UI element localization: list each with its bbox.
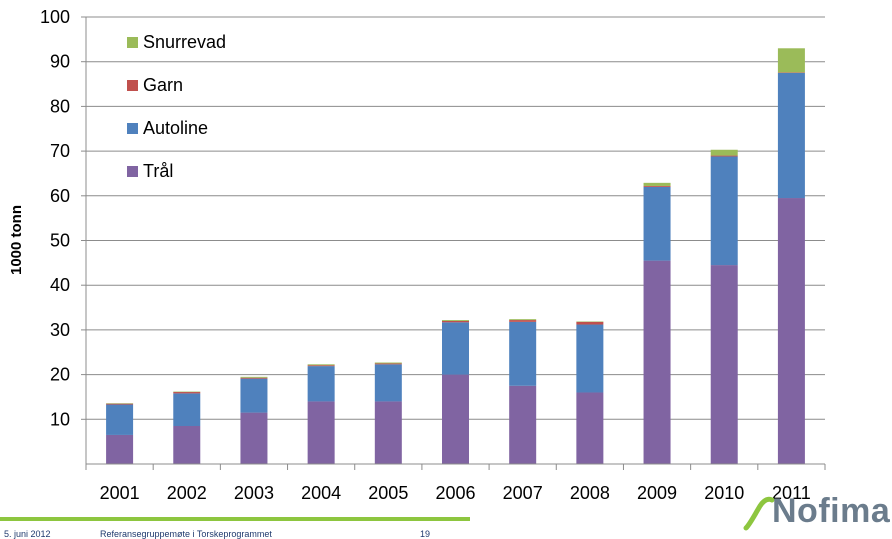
y-axis-label: 1000 tonn bbox=[8, 205, 25, 275]
bar-segment-snurrevad bbox=[308, 364, 335, 365]
bar-segment-autoline bbox=[442, 322, 469, 374]
x-tick-label: 2005 bbox=[368, 483, 408, 503]
bar-segment-tr-l bbox=[711, 265, 738, 464]
footer-page-number: 19 bbox=[420, 529, 430, 539]
bar-segment-garn bbox=[308, 365, 335, 366]
footer-accent-line bbox=[0, 517, 470, 521]
x-tick-label: 2002 bbox=[167, 483, 207, 503]
bar-segment-garn bbox=[106, 404, 133, 405]
y-tick-label: 60 bbox=[50, 186, 70, 206]
y-tick-labels: 10 20 30 40 50 60 70 80 90 100 bbox=[40, 7, 70, 429]
bars bbox=[106, 48, 805, 464]
bar-segment-garn bbox=[711, 156, 738, 157]
footer-date: 5. juni 2012 bbox=[4, 529, 51, 539]
bar-segment-autoline bbox=[240, 379, 267, 413]
legend-label: Trål bbox=[143, 161, 173, 181]
bar-segment-tr-l bbox=[644, 261, 671, 464]
x-tick-label: 2006 bbox=[435, 483, 475, 503]
legend-label: Garn bbox=[143, 75, 183, 95]
bar-segment-snurrevad bbox=[442, 320, 469, 321]
x-tick-label: 2009 bbox=[637, 483, 677, 503]
bar-segment-autoline bbox=[308, 366, 335, 401]
bar-segment-snurrevad bbox=[509, 319, 536, 320]
bar-segment-tr-l bbox=[106, 435, 133, 464]
y-tick-label: 90 bbox=[50, 52, 70, 72]
x-tick-label: 2004 bbox=[301, 483, 341, 503]
bar-segment-tr-l bbox=[509, 386, 536, 464]
legend-swatch bbox=[127, 80, 138, 91]
x-tick-label: 2003 bbox=[234, 483, 274, 503]
bar-segment-tr-l bbox=[173, 426, 200, 464]
bar-segment-autoline bbox=[778, 73, 805, 198]
y-tick-label: 80 bbox=[50, 96, 70, 116]
x-tick-label: 2008 bbox=[570, 483, 610, 503]
bar-segment-garn bbox=[173, 392, 200, 393]
bar-segment-autoline bbox=[644, 187, 671, 261]
bar-segment-tr-l bbox=[778, 198, 805, 464]
bar-segment-garn bbox=[576, 322, 603, 325]
bar-segment-autoline bbox=[711, 156, 738, 265]
logo-text: Nofima bbox=[772, 492, 890, 531]
bar-segment-autoline bbox=[173, 393, 200, 426]
bar-segment-tr-l bbox=[240, 413, 267, 464]
x-tick-label: 2001 bbox=[100, 483, 140, 503]
legend-label: Snurrevad bbox=[143, 32, 226, 52]
bar-segment-tr-l bbox=[375, 401, 402, 464]
legend-swatch bbox=[127, 123, 138, 134]
bar-segment-garn bbox=[375, 363, 402, 364]
y-tick-label: 20 bbox=[50, 365, 70, 385]
y-tick-label: 30 bbox=[50, 320, 70, 340]
bar-segment-garn bbox=[442, 321, 469, 322]
bar-segment-snurrevad bbox=[778, 48, 805, 72]
y-tick-label: 70 bbox=[50, 141, 70, 161]
bar-segment-tr-l bbox=[576, 392, 603, 464]
footer-title: Referansegruppemøte i Torskeprogrammet bbox=[100, 529, 272, 539]
bar-segment-garn bbox=[509, 320, 536, 322]
bar-segment-autoline bbox=[576, 325, 603, 393]
x-tick-label: 2010 bbox=[704, 483, 744, 503]
y-tick-label: 40 bbox=[50, 275, 70, 295]
bar-segment-autoline bbox=[375, 364, 402, 401]
bar-segment-autoline bbox=[106, 405, 133, 435]
bar-segment-snurrevad bbox=[644, 183, 671, 186]
legend-label: Autoline bbox=[143, 118, 208, 138]
bar-segment-snurrevad bbox=[711, 150, 738, 156]
x-tick-label: 2007 bbox=[503, 483, 543, 503]
bar-segment-snurrevad bbox=[375, 363, 402, 364]
bar-segment-garn bbox=[644, 186, 671, 187]
bar-segment-snurrevad bbox=[240, 377, 267, 378]
y-tick-label: 100 bbox=[40, 7, 70, 27]
legend-swatch bbox=[127, 166, 138, 177]
bar-segment-tr-l bbox=[308, 401, 335, 464]
bar-segment-autoline bbox=[509, 322, 536, 386]
legend-swatch bbox=[127, 37, 138, 48]
y-tick-label: 10 bbox=[50, 409, 70, 429]
bar-segment-tr-l bbox=[442, 375, 469, 464]
bar-segment-garn bbox=[240, 378, 267, 379]
y-tick-label: 50 bbox=[50, 231, 70, 251]
x-tick-labels: 2001 2002 2003 2004 2005 2006 2007 2008 2009 2010… bbox=[100, 483, 811, 503]
